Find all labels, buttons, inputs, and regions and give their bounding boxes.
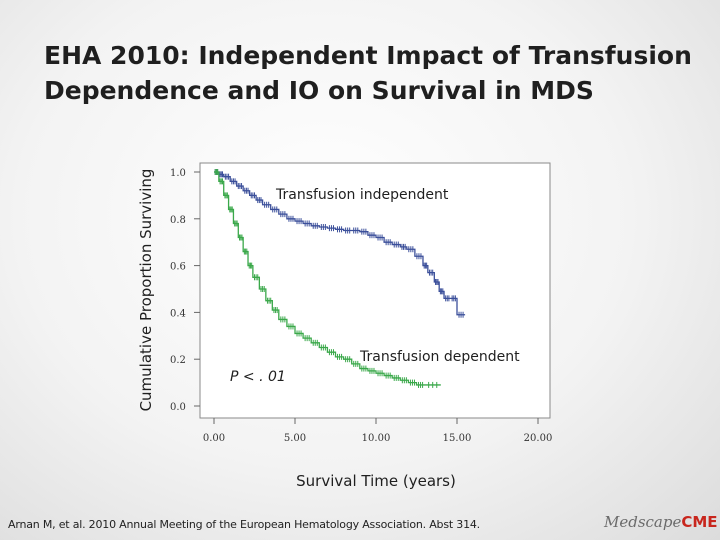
title-line-2: Dependence and IO on Survival in MDS bbox=[44, 76, 594, 105]
y-tick-label: 1.0 bbox=[170, 168, 186, 179]
survival-curve-dependent bbox=[214, 171, 441, 386]
y-tick-label: 0.6 bbox=[170, 262, 186, 273]
x-tick-label: 20.00 bbox=[524, 433, 553, 444]
logo-main-text: Medscape bbox=[604, 513, 682, 531]
title-line-1: EHA 2010: Independent Impact of Transfus… bbox=[44, 41, 692, 70]
x-tick-label: 15.00 bbox=[443, 433, 472, 444]
x-tick-label: 5.00 bbox=[284, 433, 306, 444]
y-tick-label: 0.2 bbox=[170, 355, 186, 366]
x-axis-label: Survival Time (years) bbox=[296, 472, 456, 490]
annotation-transfusion-independent: Transfusion independent bbox=[275, 187, 449, 203]
plot-area bbox=[199, 162, 551, 419]
annotation-p-value: P < . 01 bbox=[230, 369, 286, 385]
x-tick-label: 0.00 bbox=[203, 433, 225, 444]
slide-title: EHA 2010: Independent Impact of Transfus… bbox=[44, 38, 704, 108]
y-tick-label: 0.4 bbox=[170, 308, 186, 319]
y-axis-label: Cumulative Proportion Surviving bbox=[137, 168, 155, 412]
medscape-cme-logo: MedscapeCME bbox=[604, 513, 718, 531]
x-tick-label: 10.00 bbox=[362, 433, 391, 444]
y-tick-label: 0.0 bbox=[170, 402, 186, 413]
y-tick-label: 0.8 bbox=[170, 215, 186, 226]
logo-accent-text: CME bbox=[681, 513, 718, 531]
annotation-transfusion-dependent: Transfusion dependent bbox=[359, 349, 520, 365]
citation: Arnan M, et al. 2010 Annual Meeting of t… bbox=[8, 518, 480, 531]
